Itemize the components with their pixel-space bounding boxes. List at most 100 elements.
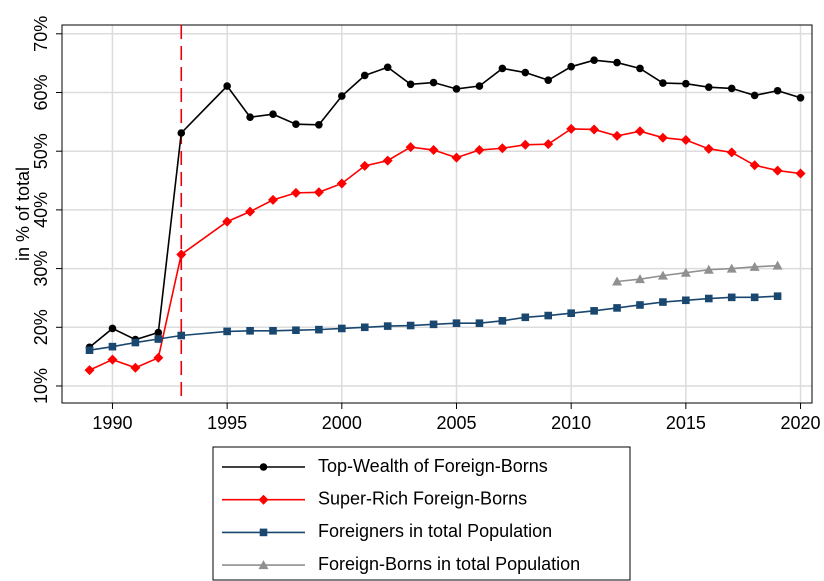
marker bbox=[704, 294, 713, 303]
marker bbox=[246, 327, 254, 335]
marker bbox=[773, 86, 782, 95]
x-tick-label: 2020 bbox=[781, 413, 821, 433]
marker bbox=[222, 216, 233, 227]
marker bbox=[520, 139, 531, 150]
marker bbox=[245, 206, 256, 217]
marker bbox=[313, 187, 324, 198]
marker bbox=[796, 93, 805, 102]
marker bbox=[521, 68, 530, 77]
marker bbox=[475, 319, 484, 327]
marker bbox=[108, 324, 117, 333]
marker bbox=[475, 82, 484, 90]
series-line bbox=[616, 264, 778, 283]
marker bbox=[772, 165, 783, 176]
legend-box bbox=[212, 446, 631, 581]
x-tick-label: 1990 bbox=[92, 413, 132, 433]
x-tick-label: 1995 bbox=[207, 413, 247, 433]
marker bbox=[773, 292, 782, 300]
marker bbox=[634, 126, 645, 137]
legend-marker bbox=[259, 463, 268, 471]
y-tick-label: 40% bbox=[31, 192, 51, 228]
marker bbox=[383, 63, 392, 72]
marker bbox=[428, 145, 439, 156]
marker bbox=[176, 249, 187, 260]
y-tick-label: 10% bbox=[31, 368, 51, 404]
x-tick-label: 2000 bbox=[322, 413, 362, 433]
marker bbox=[750, 293, 759, 302]
marker bbox=[336, 178, 347, 189]
marker bbox=[406, 321, 415, 330]
marker bbox=[153, 352, 164, 363]
marker bbox=[315, 120, 323, 129]
marker bbox=[382, 155, 393, 166]
marker bbox=[703, 143, 714, 154]
marker bbox=[613, 58, 621, 67]
marker bbox=[292, 326, 300, 335]
marker bbox=[749, 160, 760, 171]
marker bbox=[659, 298, 667, 306]
marker bbox=[107, 354, 118, 365]
marker bbox=[726, 263, 737, 273]
marker bbox=[429, 78, 438, 87]
marker bbox=[613, 304, 621, 312]
marker bbox=[750, 91, 759, 100]
legend-label: Super-Rich Foreign-Borns bbox=[318, 488, 527, 508]
marker bbox=[292, 120, 300, 128]
marker bbox=[269, 110, 277, 119]
marker bbox=[269, 327, 277, 335]
x-tick-label: 2005 bbox=[436, 413, 476, 433]
marker bbox=[566, 123, 577, 134]
plot-frame bbox=[61, 24, 813, 404]
marker bbox=[338, 324, 346, 333]
marker bbox=[772, 260, 783, 270]
marker bbox=[383, 322, 392, 330]
marker bbox=[749, 261, 760, 271]
marker bbox=[223, 82, 231, 90]
marker bbox=[359, 160, 370, 171]
y-tick-label: 60% bbox=[31, 74, 51, 110]
marker bbox=[360, 71, 369, 80]
marker bbox=[429, 320, 438, 329]
legend-marker bbox=[258, 560, 269, 570]
marker bbox=[452, 319, 461, 327]
marker bbox=[544, 76, 553, 84]
marker bbox=[268, 194, 279, 205]
marker bbox=[590, 307, 598, 315]
marker bbox=[405, 142, 416, 153]
marker bbox=[612, 276, 623, 286]
y-tick-label: 30% bbox=[31, 251, 51, 287]
marker bbox=[636, 301, 644, 309]
marker bbox=[680, 135, 691, 146]
legend-label: Foreigners in total Population bbox=[318, 521, 552, 541]
marker bbox=[521, 313, 530, 322]
marker bbox=[177, 129, 186, 137]
marker bbox=[682, 79, 690, 88]
legend-marker bbox=[258, 494, 269, 505]
marker bbox=[154, 328, 163, 337]
marker bbox=[130, 362, 141, 373]
marker bbox=[567, 62, 575, 71]
marker bbox=[223, 327, 231, 336]
marker bbox=[795, 168, 806, 179]
marker bbox=[634, 274, 645, 284]
marker bbox=[682, 296, 690, 305]
marker bbox=[567, 309, 575, 317]
y-tick-label: 20% bbox=[31, 309, 51, 345]
marker bbox=[360, 323, 369, 332]
marker bbox=[84, 365, 95, 376]
x-tick-label: 2010 bbox=[551, 413, 591, 433]
marker bbox=[498, 317, 507, 325]
y-axis-label: in % of total bbox=[13, 167, 33, 261]
marker bbox=[338, 92, 346, 100]
marker bbox=[290, 187, 301, 198]
marker bbox=[703, 264, 714, 274]
legend-marker bbox=[259, 528, 268, 537]
marker bbox=[727, 84, 736, 93]
marker bbox=[177, 331, 186, 340]
marker bbox=[154, 335, 163, 343]
marker bbox=[497, 143, 508, 154]
marker bbox=[657, 270, 668, 280]
marker bbox=[589, 124, 600, 135]
marker bbox=[131, 338, 140, 347]
